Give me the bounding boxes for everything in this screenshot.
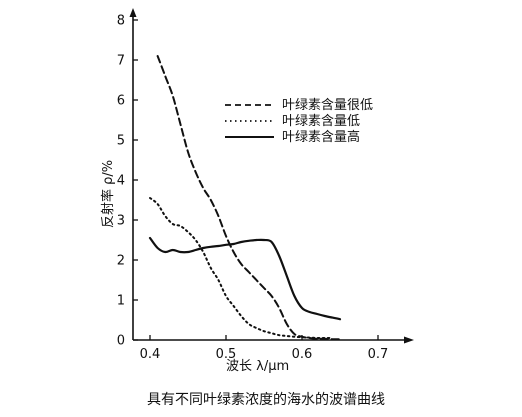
x-axis-title: 波长 λ/μm (226, 359, 289, 374)
y-tick-label: 4 (117, 174, 125, 189)
y-axis-arrow (129, 8, 137, 17)
chart-caption: 具有不同叶绿素浓度的海水的波谱曲线 (147, 392, 385, 408)
y-axis-title: 反射率 ρ/% (100, 160, 116, 228)
legend-item-0: 叶绿素含量很低 (225, 97, 373, 113)
x-tick-label: 0.4 (140, 347, 161, 362)
y-tick-label: 3 (117, 214, 125, 229)
x-axis-arrow (404, 336, 414, 344)
y-tick-label: 5 (117, 134, 125, 149)
legend: 叶绿素含量很低 叶绿素含量低 叶绿素含量高 (225, 97, 373, 145)
legend-label-0: 叶绿素含量很低 (282, 97, 373, 113)
y-tick-label: 7 (117, 54, 125, 69)
series-layer (148, 55, 342, 341)
y-tick-label: 2 (117, 254, 125, 269)
y-tick-label: 1 (117, 294, 125, 309)
y-tick-label: 6 (117, 94, 125, 109)
x-tick-label: 0.7 (368, 347, 389, 362)
legend-item-2: 叶绿素含量高 (225, 129, 360, 145)
ticks: 0 1 2 3 4 5 6 7 8 0.4 0.5 0.6 0.7 (117, 14, 389, 363)
x-tick-label: 0.5 (216, 347, 237, 362)
legend-item-1: 叶绿素含量低 (225, 113, 360, 129)
x-tick-label: 0.6 (292, 347, 313, 362)
series-line-2 (148, 236, 342, 321)
y-tick-label: 8 (117, 14, 125, 29)
legend-label-1: 叶绿素含量低 (282, 113, 360, 129)
axes (129, 8, 414, 344)
legend-label-2: 叶绿素含量高 (282, 129, 360, 145)
y-tick-label: 0 (117, 334, 125, 349)
series-line-1 (149, 197, 334, 340)
